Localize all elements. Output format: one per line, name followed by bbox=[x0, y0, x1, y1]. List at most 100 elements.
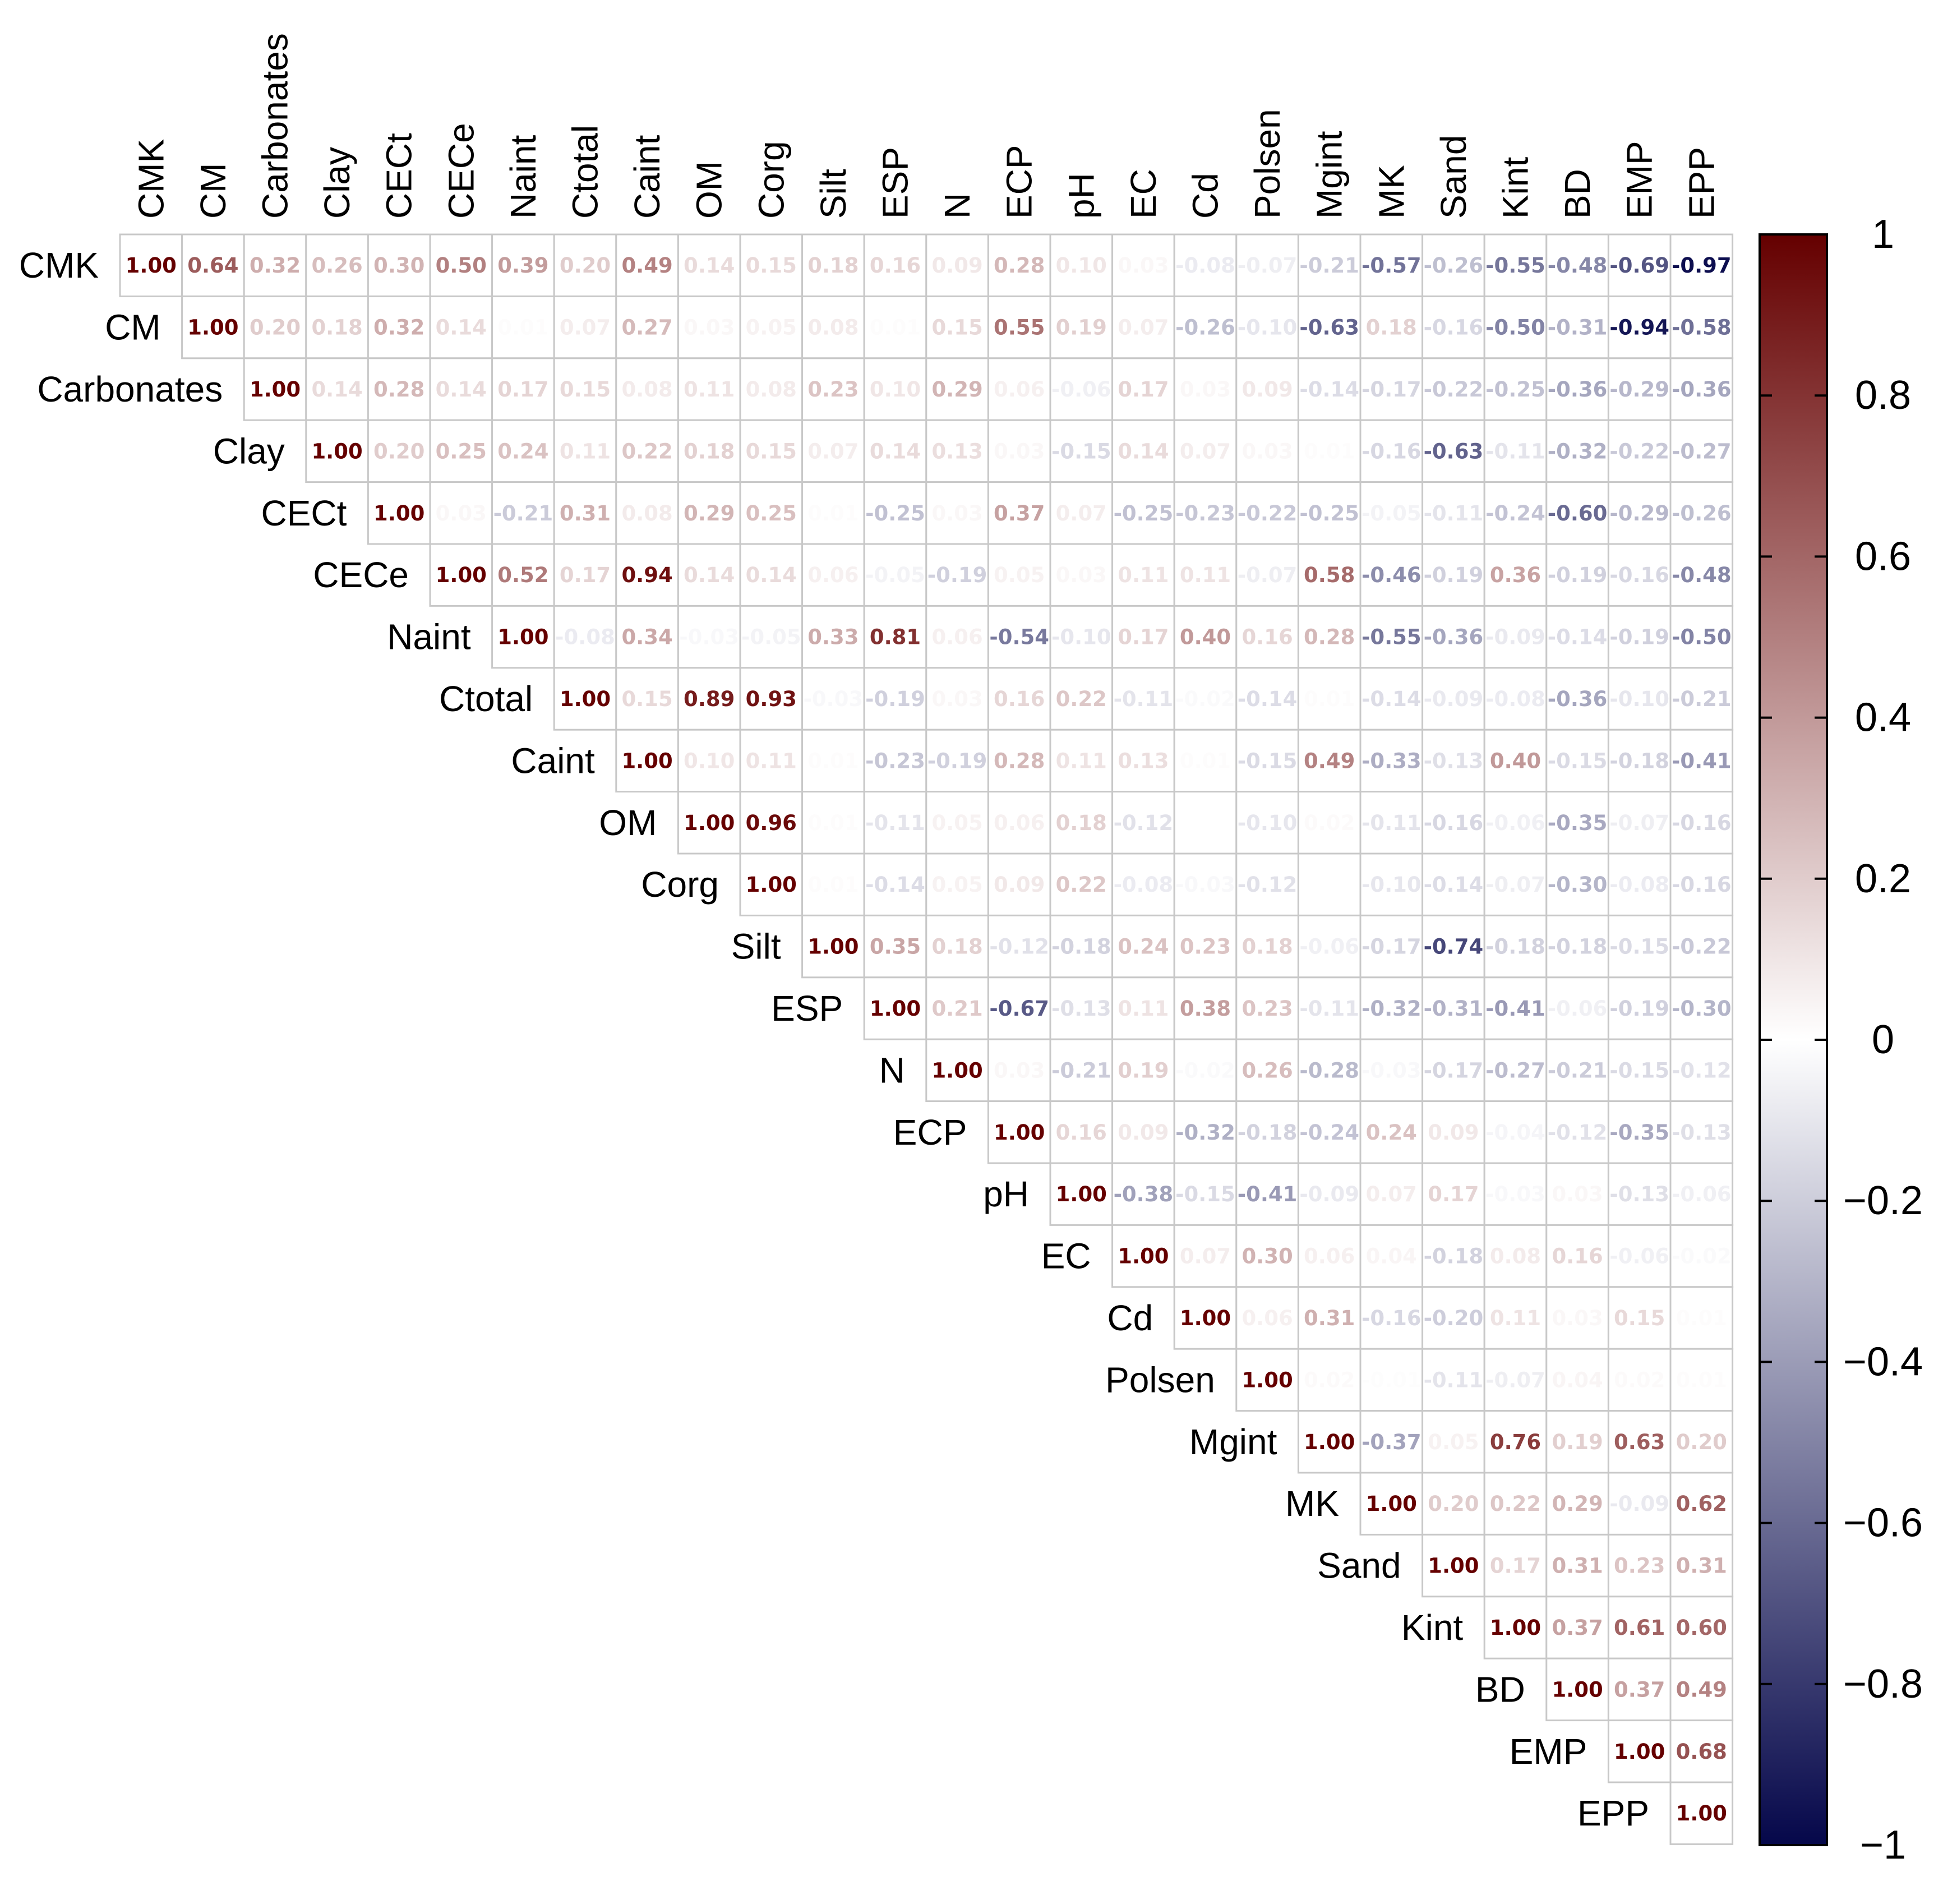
cell-value-ctotal-mk: -0.14 bbox=[1362, 687, 1422, 711]
cell-value-om-om: 1.00 bbox=[684, 811, 735, 835]
cell-value-corg-ecp: 0.09 bbox=[994, 873, 1045, 897]
cell-cect-n bbox=[925, 481, 989, 545]
cell-value-corg-esp: -0.14 bbox=[865, 873, 925, 897]
cell-value-carbonates-silt: 0.23 bbox=[807, 377, 859, 402]
cell-esp-kint bbox=[1483, 976, 1548, 1040]
cell-value-caint-bd: -0.15 bbox=[1548, 749, 1608, 773]
cell-value-caint-caint: 1.00 bbox=[621, 749, 672, 773]
cell-carbonates-mk bbox=[1359, 357, 1424, 421]
cell-value-esp-bd: -0.06 bbox=[1548, 997, 1608, 1021]
cell-clay-caint bbox=[615, 419, 679, 483]
cell-cm-silt bbox=[801, 295, 865, 359]
cell-value-caint-ph: 0.11 bbox=[1056, 749, 1107, 773]
cell-sand-epp bbox=[1669, 1533, 1734, 1598]
cell-clay-esp bbox=[863, 419, 927, 483]
cell-value-om-ecp: 0.06 bbox=[994, 811, 1045, 835]
cell-kint-epp bbox=[1669, 1596, 1734, 1659]
cell-value-ecp-polsen: -0.18 bbox=[1238, 1121, 1298, 1145]
cell-cect-cece bbox=[429, 481, 493, 545]
cell-silt-mk bbox=[1359, 914, 1424, 979]
cell-value-om-esp: -0.11 bbox=[865, 811, 925, 835]
cell-silt-polsen bbox=[1235, 914, 1299, 979]
cell-silt-emp bbox=[1607, 914, 1672, 979]
cell-value-naint-caint: 0.34 bbox=[621, 625, 672, 649]
cell-cece-n bbox=[925, 543, 989, 607]
cell-value-cd-emp: 0.15 bbox=[1614, 1306, 1665, 1330]
cell-value-caint-mk: -0.33 bbox=[1362, 749, 1422, 773]
cell-value-caint-om: 0.10 bbox=[684, 749, 735, 773]
cell-cece-ecp bbox=[987, 543, 1051, 607]
cell-value-carbonates-bd: -0.36 bbox=[1548, 377, 1608, 402]
cell-value-naint-kint: -0.09 bbox=[1485, 625, 1545, 649]
cell-value-caint-polsen: -0.15 bbox=[1238, 749, 1298, 773]
row-label-silt: Silt bbox=[731, 926, 781, 967]
row-label-epp: EPP bbox=[1577, 1793, 1649, 1833]
row-label-carbonates: Carbonates bbox=[37, 369, 223, 409]
cell-value-mgint-mgint: 1.00 bbox=[1304, 1430, 1355, 1454]
cell-value-corg-ph: 0.22 bbox=[1056, 873, 1107, 897]
cell-value-carbonates-mgint: -0.14 bbox=[1299, 377, 1359, 402]
cell-value-om-cd: 0.00 bbox=[1180, 811, 1231, 835]
cell-value-silt-esp: 0.35 bbox=[870, 935, 921, 959]
cell-value-cece-ph: 0.03 bbox=[1056, 563, 1107, 587]
cell-ecp-sand bbox=[1422, 1100, 1485, 1164]
cell-esp-n bbox=[925, 976, 989, 1040]
cell-value-cmk-ph: 0.10 bbox=[1056, 253, 1107, 278]
cell-ecp-kint bbox=[1483, 1100, 1548, 1164]
cell-caint-caint bbox=[615, 729, 679, 793]
cell-value-cect-mk: -0.05 bbox=[1362, 501, 1422, 525]
cell-clay-naint bbox=[491, 419, 555, 483]
cell-ec-emp bbox=[1607, 1224, 1672, 1288]
cell-value-clay-n: 0.13 bbox=[931, 439, 982, 463]
cell-value-ecp-emp: -0.35 bbox=[1609, 1121, 1669, 1145]
cell-corg-bd bbox=[1545, 852, 1609, 916]
cell-ctotal-polsen bbox=[1235, 667, 1299, 731]
cell-value-naint-esp: 0.81 bbox=[870, 625, 921, 649]
cell-value-mk-emp: -0.09 bbox=[1609, 1492, 1669, 1516]
cell-value-polsen-polsen: 1.00 bbox=[1242, 1368, 1293, 1392]
cell-value-esp-n: 0.21 bbox=[931, 997, 982, 1021]
cell-value-n-ec: 0.19 bbox=[1118, 1058, 1169, 1082]
cell-cect-epp bbox=[1669, 481, 1734, 545]
cell-value-cm-cd: -0.26 bbox=[1175, 316, 1235, 340]
cell-value-ctotal-emp: -0.10 bbox=[1609, 687, 1669, 711]
cell-cece-ec bbox=[1111, 543, 1175, 607]
cell-value-cd-bd: 0.03 bbox=[1552, 1306, 1603, 1330]
cell-value-carbonates-ph: -0.06 bbox=[1051, 377, 1111, 402]
cell-value-mgint-epp: 0.20 bbox=[1676, 1430, 1727, 1454]
cell-value-cect-caint: 0.08 bbox=[621, 501, 672, 525]
cell-clay-ctotal bbox=[553, 419, 617, 483]
cell-value-cece-ecp: 0.05 bbox=[994, 563, 1045, 587]
cell-value-polsen-mgint: 0.02 bbox=[1304, 1368, 1355, 1392]
cell-emp-epp bbox=[1669, 1719, 1734, 1783]
cell-value-cmk-ctotal: 0.20 bbox=[560, 253, 611, 278]
cell-cmk-cm bbox=[181, 233, 245, 297]
cell-esp-ec bbox=[1111, 976, 1175, 1040]
cell-cd-cd bbox=[1173, 1286, 1238, 1350]
cell-ec-cd bbox=[1173, 1224, 1238, 1288]
cell-value-cd-epp: 0.01 bbox=[1676, 1306, 1727, 1330]
col-label-corg: Corg bbox=[751, 141, 791, 219]
cell-corg-ph bbox=[1049, 852, 1114, 916]
cell-value-naint-n: 0.06 bbox=[931, 625, 982, 649]
cell-carbonates-sand bbox=[1422, 357, 1485, 421]
cell-corg-epp bbox=[1669, 852, 1734, 916]
row-label-clay: Clay bbox=[213, 431, 285, 471]
cell-value-cm-epp: -0.58 bbox=[1672, 316, 1732, 340]
cell-value-clay-kint: -0.11 bbox=[1485, 439, 1545, 463]
cell-value-silt-bd: -0.18 bbox=[1548, 935, 1608, 959]
cell-cece-kint bbox=[1483, 543, 1548, 607]
cell-sand-sand bbox=[1422, 1533, 1485, 1598]
cell-value-ph-polsen: -0.41 bbox=[1238, 1182, 1298, 1206]
cell-value-cece-emp: -0.16 bbox=[1609, 563, 1669, 587]
cell-value-cmk-mgint: -0.21 bbox=[1299, 253, 1359, 278]
cell-value-cm-ec: 0.07 bbox=[1118, 316, 1169, 340]
cell-n-polsen bbox=[1235, 1038, 1299, 1103]
cell-value-naint-ecp: -0.54 bbox=[989, 625, 1049, 649]
cell-carbonates-om bbox=[677, 357, 741, 421]
cell-cect-ph bbox=[1049, 481, 1114, 545]
cell-value-carbonates-polsen: 0.09 bbox=[1242, 377, 1293, 402]
cell-value-naint-polsen: 0.16 bbox=[1242, 625, 1293, 649]
cell-value-corg-mgint: 0.00 bbox=[1304, 873, 1355, 897]
